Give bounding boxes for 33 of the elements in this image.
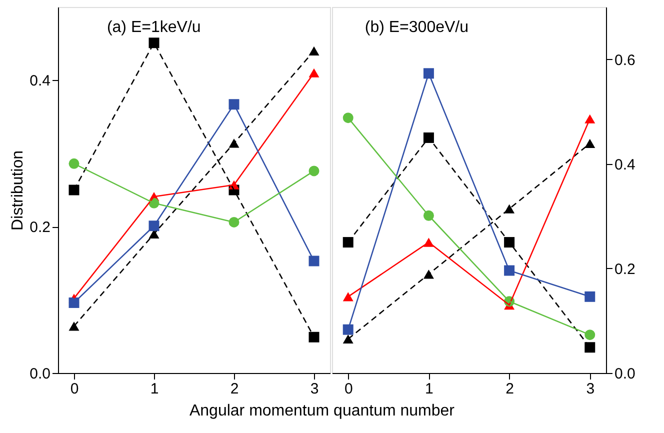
point (584, 291, 596, 302)
point (342, 237, 354, 248)
point (342, 112, 354, 124)
x-tick-label: 0 (70, 380, 79, 398)
point (68, 158, 80, 169)
x-tick-label: 0 (344, 380, 353, 398)
y2-tick-label: 0.0 (614, 366, 636, 382)
x-axis-title: Angular momentum quantum number (189, 402, 456, 420)
y-tick-label: 0.2 (30, 219, 50, 236)
point (504, 237, 515, 248)
text: (a) E=1keV/u (106, 19, 201, 36)
y-axis-title: Distribution (10, 150, 27, 231)
x-tick-label: 3 (586, 380, 595, 398)
point (308, 332, 320, 342)
point (584, 138, 596, 148)
point (584, 342, 596, 353)
y-tick-label: 0.4 (30, 72, 50, 90)
point (423, 132, 434, 143)
y2-tick-label: 0.4 (614, 156, 636, 174)
point (342, 292, 354, 302)
x-tick-label: 3 (310, 380, 319, 398)
x-tick-label: 2 (506, 380, 514, 398)
y2-tick-label: 0.2 (614, 260, 636, 278)
y-tick-label: 0.0 (30, 366, 50, 382)
x-tick-label: 1 (150, 380, 159, 398)
x-tick-label: 2 (230, 380, 239, 398)
y2-tick-label: 0.6 (614, 52, 636, 69)
point (308, 166, 320, 176)
text: (b) E=300eV/u (364, 19, 469, 36)
x-tick-label: 1 (425, 380, 434, 398)
point (342, 334, 354, 344)
point (342, 324, 354, 335)
point (584, 330, 596, 340)
